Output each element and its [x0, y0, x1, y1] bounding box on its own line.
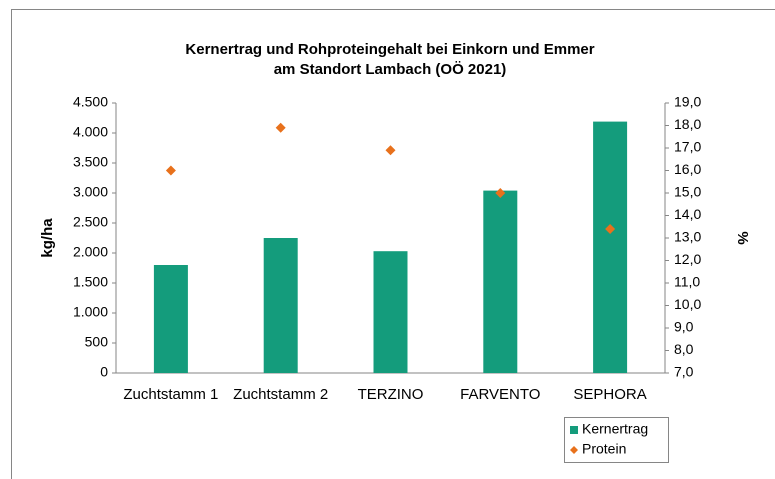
y2-tick-label: 12,0: [674, 251, 701, 267]
bar: [153, 265, 188, 373]
x-tick-label: Zuchtstamm 2: [233, 386, 328, 403]
protein-marker: [605, 224, 616, 234]
y-tick-label: 1.500: [73, 274, 108, 290]
x-tick-label: TERZINO: [358, 386, 424, 403]
x-tick-label: Zuchtstamm 1: [123, 386, 218, 403]
y2-tick-label: 17,0: [674, 139, 701, 155]
x-tick-label: FARVENTO: [460, 386, 540, 403]
y2-tick-label: 16,0: [674, 161, 701, 177]
y2-tick-label: 19,0: [674, 94, 701, 110]
bar: [483, 190, 518, 373]
y2-tick-label: 15,0: [674, 184, 701, 200]
bar: [593, 121, 628, 373]
legend-label: Protein: [582, 441, 626, 457]
y-tick-label: 3.500: [73, 154, 108, 170]
bar: [263, 238, 298, 373]
y-tick-label: 2.500: [73, 214, 108, 230]
protein-marker: [165, 165, 176, 176]
legend-box: [564, 417, 669, 463]
y-tick-label: 500: [85, 334, 109, 350]
y2-tick-label: 8,0: [674, 341, 694, 357]
y2-tick-label: 9,0: [674, 319, 694, 335]
legend-swatch: [570, 446, 578, 454]
y-tick-label: 1.000: [73, 304, 108, 320]
legend-label: Kernertrag: [582, 421, 648, 437]
y-tick-label: 3.000: [73, 184, 108, 200]
y-tick-label: 4.500: [73, 94, 108, 110]
chart-frame: [11, 9, 775, 479]
y-tick-label: 4.000: [73, 124, 108, 140]
protein-marker: [275, 122, 286, 133]
protein-marker: [385, 145, 396, 156]
chart-title: Kernertrag und Rohproteingehalt bei Eink…: [185, 41, 594, 58]
chart-title: am Standort Lambach (OÖ 2021): [274, 61, 507, 78]
legend-swatch: [570, 426, 578, 434]
y2-tick-label: 11,0: [674, 274, 700, 290]
bar: [373, 251, 408, 373]
y2-tick-label: 14,0: [674, 206, 701, 222]
y2-axis-label: %: [734, 231, 751, 244]
x-tick-label: SEPHORA: [573, 386, 646, 403]
y2-tick-label: 13,0: [674, 229, 701, 245]
y2-tick-label: 10,0: [674, 296, 701, 312]
y-tick-label: 2.000: [73, 244, 108, 260]
y2-tick-label: 7,0: [674, 364, 694, 380]
protein-marker: [495, 188, 506, 198]
y-tick-label: 0: [100, 364, 108, 380]
y-axis-label: kg/ha: [39, 218, 56, 258]
y2-tick-label: 18,0: [674, 116, 701, 132]
